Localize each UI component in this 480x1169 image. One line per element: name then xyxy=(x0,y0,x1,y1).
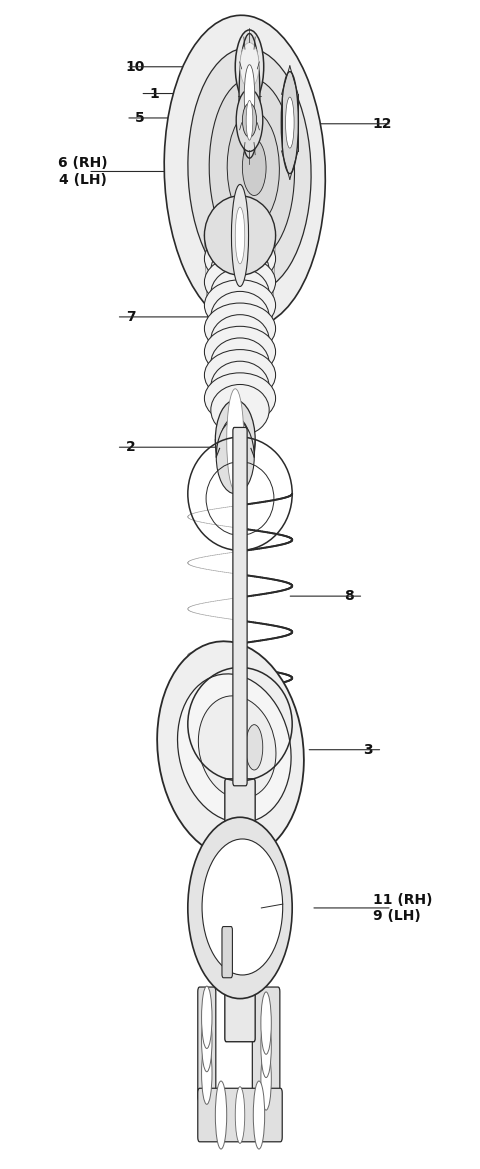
Ellipse shape xyxy=(202,987,212,1049)
Ellipse shape xyxy=(242,103,257,137)
Text: 1: 1 xyxy=(150,87,159,101)
Ellipse shape xyxy=(211,291,269,343)
Ellipse shape xyxy=(204,256,276,307)
Ellipse shape xyxy=(204,210,276,261)
Text: 5: 5 xyxy=(135,111,145,125)
Ellipse shape xyxy=(211,314,269,366)
FancyBboxPatch shape xyxy=(252,987,280,1107)
Text: 8: 8 xyxy=(344,589,354,603)
Ellipse shape xyxy=(239,34,260,158)
Ellipse shape xyxy=(216,400,255,479)
Text: 10: 10 xyxy=(126,60,145,74)
Ellipse shape xyxy=(211,361,269,413)
Ellipse shape xyxy=(227,389,244,491)
Ellipse shape xyxy=(235,1087,245,1143)
Text: 12: 12 xyxy=(373,117,392,131)
Ellipse shape xyxy=(211,222,269,272)
Ellipse shape xyxy=(157,642,304,858)
Ellipse shape xyxy=(198,696,276,798)
Ellipse shape xyxy=(188,48,311,292)
Ellipse shape xyxy=(216,420,254,493)
Ellipse shape xyxy=(204,373,276,424)
Ellipse shape xyxy=(204,350,276,401)
Ellipse shape xyxy=(246,101,253,140)
Ellipse shape xyxy=(204,195,276,275)
Ellipse shape xyxy=(227,111,279,224)
Ellipse shape xyxy=(211,244,269,296)
FancyBboxPatch shape xyxy=(222,927,232,977)
Ellipse shape xyxy=(261,1015,271,1078)
Ellipse shape xyxy=(202,1042,212,1105)
Ellipse shape xyxy=(286,97,294,148)
Text: 6 (RH)
4 (LH): 6 (RH) 4 (LH) xyxy=(58,157,107,187)
Ellipse shape xyxy=(242,139,266,195)
Ellipse shape xyxy=(236,89,263,152)
Ellipse shape xyxy=(164,15,325,327)
Ellipse shape xyxy=(235,207,245,264)
Ellipse shape xyxy=(246,725,263,770)
Ellipse shape xyxy=(211,268,269,319)
Ellipse shape xyxy=(204,234,276,284)
Ellipse shape xyxy=(204,279,276,331)
Ellipse shape xyxy=(253,1081,264,1149)
Ellipse shape xyxy=(235,30,264,104)
Ellipse shape xyxy=(211,385,269,436)
Ellipse shape xyxy=(219,417,251,479)
Ellipse shape xyxy=(188,817,292,998)
Ellipse shape xyxy=(261,1047,271,1111)
Ellipse shape xyxy=(281,71,299,174)
Ellipse shape xyxy=(244,64,255,127)
Ellipse shape xyxy=(209,78,295,260)
Text: 2: 2 xyxy=(126,441,136,455)
Text: 3: 3 xyxy=(363,742,373,756)
Ellipse shape xyxy=(261,992,271,1054)
Ellipse shape xyxy=(202,839,283,975)
FancyBboxPatch shape xyxy=(198,1088,282,1142)
Ellipse shape xyxy=(204,303,276,354)
Text: 7: 7 xyxy=(126,310,136,324)
Ellipse shape xyxy=(202,1009,212,1072)
FancyBboxPatch shape xyxy=(198,987,216,1101)
Text: 11 (RH)
9 (LH): 11 (RH) 9 (LH) xyxy=(373,893,432,924)
Ellipse shape xyxy=(216,1081,227,1149)
Ellipse shape xyxy=(178,673,291,823)
FancyBboxPatch shape xyxy=(233,428,247,786)
Ellipse shape xyxy=(204,326,276,378)
FancyBboxPatch shape xyxy=(225,779,255,1042)
Ellipse shape xyxy=(211,338,269,389)
Ellipse shape xyxy=(240,42,259,88)
Ellipse shape xyxy=(231,185,249,286)
